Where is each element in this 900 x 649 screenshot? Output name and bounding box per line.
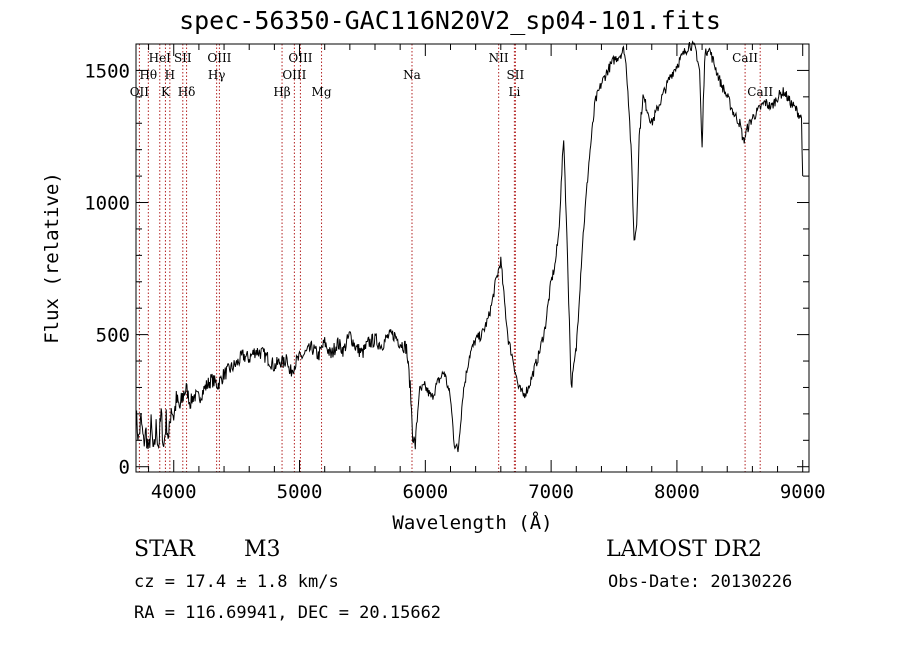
line-marker-label: Hγ <box>208 68 226 82</box>
y-axis-label: Flux (relative) <box>41 172 63 344</box>
survey-label: LAMOST DR2 <box>606 537 762 562</box>
line-marker-label: CaII <box>747 85 773 99</box>
x-axis-label: Wavelength (Å) <box>392 511 552 534</box>
y-tick-label: 1000 <box>84 193 130 215</box>
chart-title: spec-56350-GAC116N20V2_sp04-101.fits <box>179 6 721 35</box>
line-marker-label: CaII <box>732 51 758 65</box>
object-subclass: M3 <box>244 537 281 562</box>
x-tick-label: 7000 <box>528 481 574 503</box>
x-tick-label: 8000 <box>654 481 700 503</box>
line-marker-label: OIII <box>207 51 231 65</box>
spectrum-line <box>135 40 804 453</box>
line-marker-label: Hβ <box>273 85 290 99</box>
y-tick-label: 1500 <box>84 60 130 82</box>
redshift-text: cz = 17.4 ± 1.8 km/s <box>134 572 339 592</box>
line-marker-label: K <box>161 85 171 99</box>
line-marker-label: OII <box>130 85 150 99</box>
x-tick-label: 5000 <box>277 481 323 503</box>
coordinates-text: RA = 116.69941, DEC = 20.15662 <box>134 603 442 623</box>
x-tick-label: 9000 <box>780 481 826 503</box>
x-tick-label: 6000 <box>402 481 448 503</box>
obs-date-text: Obs-Date: 20130226 <box>608 572 793 592</box>
line-marker-label: OIII <box>282 68 306 82</box>
line-marker-label: SII <box>174 51 192 65</box>
x-tick-label: 4000 <box>151 481 197 503</box>
plot-frame <box>135 43 810 473</box>
line-marker-label: Hδ <box>178 85 196 99</box>
line-marker-label: H <box>165 68 175 82</box>
y-tick-label: 500 <box>96 325 130 347</box>
line-marker-label: Na <box>403 68 421 82</box>
line-marker-label: NII <box>489 51 509 65</box>
line-marker-label: HeI <box>149 51 172 65</box>
line-marker-label: SII <box>507 68 525 82</box>
line-marker-label: Hθ <box>139 68 157 82</box>
line-marker-label: Mg <box>312 85 332 99</box>
line-marker-label: OIII <box>288 51 312 65</box>
line-marker-label: Li <box>508 85 520 99</box>
y-tick-label: 0 <box>119 457 130 479</box>
object-class: STAR <box>134 537 195 562</box>
